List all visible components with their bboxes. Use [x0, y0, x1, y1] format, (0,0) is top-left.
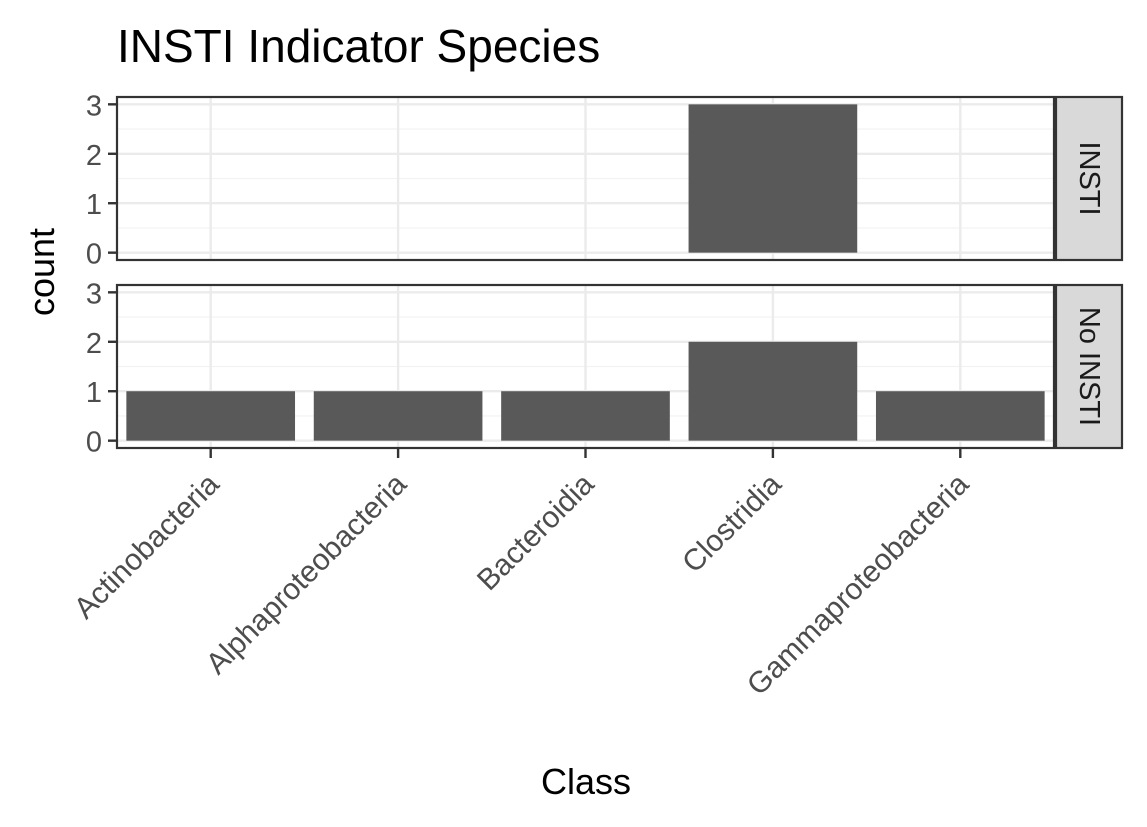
bar: [688, 104, 858, 253]
y-tick-label: 0: [86, 427, 102, 459]
bar: [313, 391, 483, 441]
x-tick-label: Bacteroidia: [471, 467, 601, 597]
x-tick-label: Alphaproteobacteria: [200, 467, 413, 680]
bar: [126, 391, 296, 441]
y-tick-label: 3: [86, 90, 102, 122]
y-tick-label: 0: [86, 239, 102, 271]
chart-title: INSTI Indicator Species: [117, 20, 600, 72]
y-tick-label: 2: [86, 328, 102, 360]
x-tick-label: Clostridia: [676, 467, 788, 579]
y-tick-label: 1: [86, 189, 102, 221]
panel-border: [115, 95, 1056, 262]
bar: [688, 341, 858, 441]
y-tick-label: 3: [86, 278, 102, 310]
y-tick-label: 1: [86, 377, 102, 409]
facet-strip: [1054, 283, 1124, 450]
facet-strip-label: No INSTI: [1073, 307, 1105, 426]
bar: [501, 391, 670, 441]
x-axis-label: Class: [541, 761, 631, 802]
facet-strip: [1054, 95, 1124, 262]
x-tick-label: Actinobacteria: [68, 467, 226, 625]
facet-panel: 0 1 2 3 No INSTI: [86, 278, 1124, 459]
facet-panel: 0 1 2 3 INSTI: [86, 90, 1124, 271]
y-axis-label: count: [21, 228, 62, 316]
facet-strip-label: INSTI: [1073, 141, 1105, 215]
y-tick-label: 2: [86, 140, 102, 172]
bar: [875, 391, 1045, 441]
